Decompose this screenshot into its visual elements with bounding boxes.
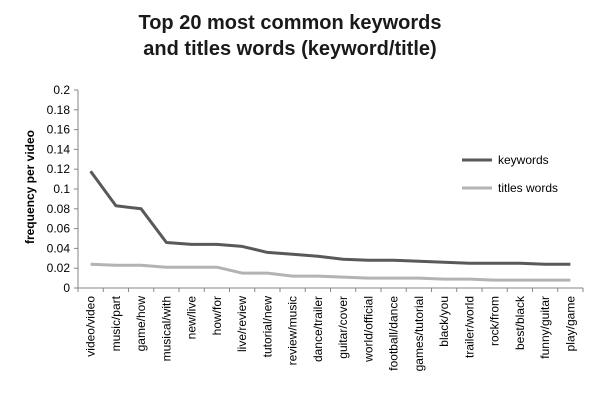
series-line-keywords: [89, 170, 571, 266]
x-tick-label: best/black: [513, 295, 527, 350]
x-tick-label: games/tutorial: [412, 296, 426, 371]
y-tick-label: 0.18: [47, 103, 71, 117]
x-tick-label: how/for: [210, 296, 224, 335]
y-tick-label: 0: [63, 281, 70, 295]
series-line-titles-words: [90, 262, 571, 282]
y-tick-label: 0.2: [53, 83, 70, 97]
x-tick-label: rock/from: [488, 296, 502, 346]
chart-title-line-2: and titles words (keyword/title): [143, 38, 437, 60]
y-tick-label: 0.16: [47, 123, 71, 137]
y-tick-label: 0.12: [47, 162, 71, 176]
x-tick-label: musical/with: [159, 296, 173, 361]
legend-label: keywords: [498, 153, 549, 167]
x-tick-label: guitar/cover: [336, 296, 350, 359]
x-tick-label: live/review: [235, 296, 249, 352]
chart-title: Top 20 most common keywords and titles w…: [60, 10, 520, 62]
y-tick-label: 0.1: [53, 182, 70, 196]
x-tick-label: funny/guitar: [538, 296, 552, 359]
chart-title-line-1: Top 20 most common keywords: [138, 12, 442, 34]
x-tick-label: football/dance: [387, 296, 401, 371]
y-tick-label: 0.02: [47, 261, 71, 275]
y-tick-label: 0.14: [47, 142, 71, 156]
x-tick-label: video/video: [84, 296, 98, 357]
y-tick-label: 0.06: [47, 222, 71, 236]
x-tick-label: review/music: [286, 296, 300, 365]
x-tick-label: trailer/world: [462, 296, 476, 358]
x-tick-label: music/part: [109, 295, 123, 351]
legend-label: titles words: [498, 181, 558, 195]
y-tick-label: 0.04: [47, 241, 71, 255]
x-tick-label: new/live: [185, 296, 199, 340]
x-tick-label: game/how: [134, 296, 148, 352]
x-tick-label: play/game: [563, 296, 577, 352]
x-tick-label: dance/trailer: [311, 296, 325, 362]
x-tick-label: tutorial/new: [260, 296, 274, 358]
x-tick-label: world/official: [361, 296, 375, 363]
x-tick-label: black/you: [437, 296, 451, 347]
y-tick-label: 0.08: [47, 202, 71, 216]
